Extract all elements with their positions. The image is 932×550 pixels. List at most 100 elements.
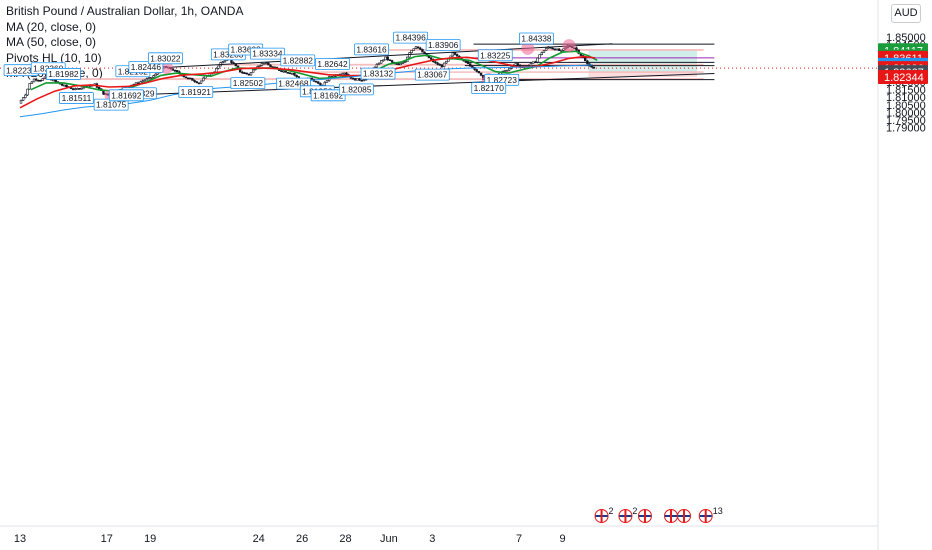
candle	[223, 59, 227, 63]
candle	[434, 60, 437, 64]
pivot-label-box	[46, 68, 81, 80]
pivot-label: 1.82882	[280, 54, 316, 67]
candle-body	[241, 71, 244, 74]
candle	[61, 83, 64, 87]
candle-body	[34, 78, 38, 81]
candle	[440, 63, 444, 69]
economic-event-icon[interactable]: 13	[698, 506, 723, 523]
candle	[28, 83, 31, 90]
candle	[193, 79, 196, 83]
candle-body	[479, 72, 483, 76]
pivot-label: 1.81692	[310, 89, 346, 102]
candle	[544, 47, 548, 51]
pivot-label-box	[338, 83, 374, 96]
time-tick-label: 28	[339, 533, 351, 545]
candle	[243, 71, 246, 74]
candle-body	[555, 48, 559, 51]
candle	[382, 59, 385, 62]
candle	[384, 56, 387, 61]
candle	[586, 59, 589, 65]
pivot-label-box	[280, 54, 316, 67]
event-count: 2	[609, 506, 614, 516]
candle-body	[280, 70, 283, 72]
candle-body	[193, 80, 196, 82]
candle	[375, 63, 379, 68]
candle	[150, 76, 153, 79]
price-tick-label: 1.81500	[886, 85, 926, 97]
candle	[412, 48, 415, 51]
pivot-label: 1.84338	[519, 32, 554, 45]
candle	[34, 77, 38, 82]
candle-body	[505, 69, 509, 72]
candle-body	[384, 56, 387, 61]
candle-body	[453, 52, 457, 55]
pivot-label-text: 1.82502	[233, 78, 264, 88]
candle-body	[343, 72, 346, 75]
candle	[477, 71, 481, 74]
candle	[295, 74, 298, 78]
time-tick-label: 9	[559, 533, 565, 545]
candle-body	[351, 77, 355, 80]
economic-event-icon[interactable]	[637, 509, 652, 523]
pivot-label-box	[230, 77, 266, 90]
candle-body	[141, 80, 144, 83]
candle	[293, 72, 296, 77]
candle-body	[390, 60, 394, 63]
candle-body	[353, 78, 357, 81]
candle-body	[197, 82, 201, 85]
candle	[531, 61, 535, 64]
candle	[80, 87, 83, 90]
pivot-label: 1.81511	[59, 92, 94, 104]
pivot-label-box	[128, 61, 164, 73]
candle-body	[43, 76, 47, 79]
candle-body	[380, 60, 383, 64]
legend-symbol[interactable]: British Pound / Australian Dollar, 1h, O…	[6, 4, 244, 18]
candle	[314, 80, 318, 83]
economic-event-icon[interactable]: 2	[618, 506, 638, 523]
candle	[553, 48, 557, 51]
candle	[340, 72, 344, 76]
candle-body	[360, 79, 363, 82]
candle-body	[529, 63, 533, 66]
candle	[189, 77, 192, 80]
candle-body	[80, 87, 83, 90]
economic-event-icon[interactable]: 2	[594, 506, 614, 523]
candle-body	[534, 61, 537, 64]
time-tick-label: 17	[101, 533, 113, 545]
candle-body	[323, 81, 326, 86]
candle-body	[362, 79, 366, 82]
legend-pivots[interactable]: Pivots HL (10, 10)	[6, 50, 102, 65]
pivot-label: 1.82085	[338, 83, 374, 96]
candle	[536, 57, 539, 64]
trendline	[171, 43, 613, 68]
candle-body	[536, 57, 539, 63]
legend-ma50[interactable]: MA (50, close, 0)	[6, 35, 97, 49]
candle	[24, 93, 27, 99]
candle	[143, 79, 146, 82]
candle-body	[401, 62, 405, 64]
candle-body	[356, 78, 359, 81]
candle-body	[531, 61, 535, 64]
candle-body	[314, 81, 318, 83]
candle-body	[74, 88, 77, 91]
candle	[284, 70, 287, 73]
pivot-label: 1.81075	[93, 98, 129, 111]
economic-event-icon[interactable]	[677, 509, 692, 523]
pivot-label-text: 1.82468	[278, 79, 309, 89]
pivot-label-text: 1.81511	[62, 93, 92, 103]
candle-body	[30, 81, 34, 84]
pivot-label: 1.83616	[354, 43, 389, 56]
currency-button[interactable]: AUD	[891, 4, 921, 23]
candle-body	[78, 88, 81, 90]
candle-body	[243, 72, 246, 74]
candle-body	[560, 50, 563, 52]
economic-event-icon[interactable]	[664, 509, 678, 523]
pivot-label-text: 1.83334	[252, 49, 283, 59]
candle-body	[145, 78, 149, 81]
candle-body	[317, 81, 320, 84]
candle	[325, 80, 329, 83]
candle	[202, 76, 205, 82]
candle-body	[223, 60, 227, 63]
legend-ma20[interactable]: MA (20, close, 0)	[6, 19, 97, 34]
